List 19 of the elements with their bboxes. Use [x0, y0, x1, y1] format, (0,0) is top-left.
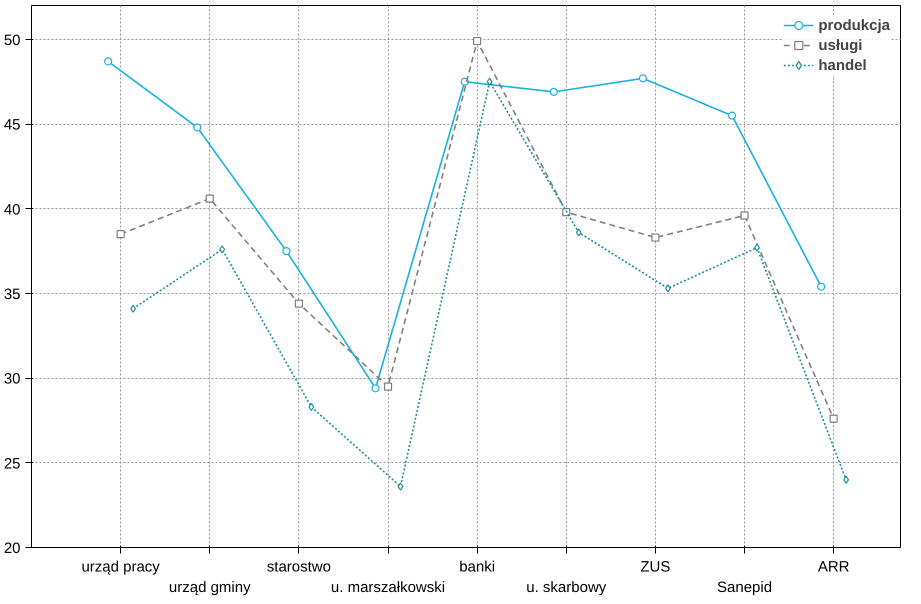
- legend-label: usługi: [818, 36, 862, 54]
- x-tick-label: starostwo: [266, 558, 331, 576]
- x-tick-label: ARR: [818, 558, 850, 576]
- x-tick-label: banki: [459, 558, 496, 576]
- y-tick-label: 25: [4, 455, 21, 472]
- y-tick-label: 50: [4, 32, 21, 49]
- x-tick-label: u. marszałkowski: [330, 578, 446, 596]
- x-tick-label: u. skarbowy: [526, 578, 607, 596]
- y-tick-label: 20: [4, 540, 21, 557]
- x-tick-label: urząd gminy: [168, 578, 252, 596]
- y-tick-label: 35: [4, 286, 21, 303]
- y-tick-label: 30: [4, 370, 21, 388]
- y-tick-label: 45: [4, 116, 21, 134]
- x-tick-label: Sanepid: [717, 578, 772, 596]
- y-tick-label: 40: [4, 201, 21, 218]
- x-tick-label: ZUS: [640, 558, 670, 576]
- x-tick-label: urząd pracy: [81, 558, 160, 576]
- legend-label: handel: [818, 56, 867, 74]
- legend-label: produkcja: [818, 16, 890, 34]
